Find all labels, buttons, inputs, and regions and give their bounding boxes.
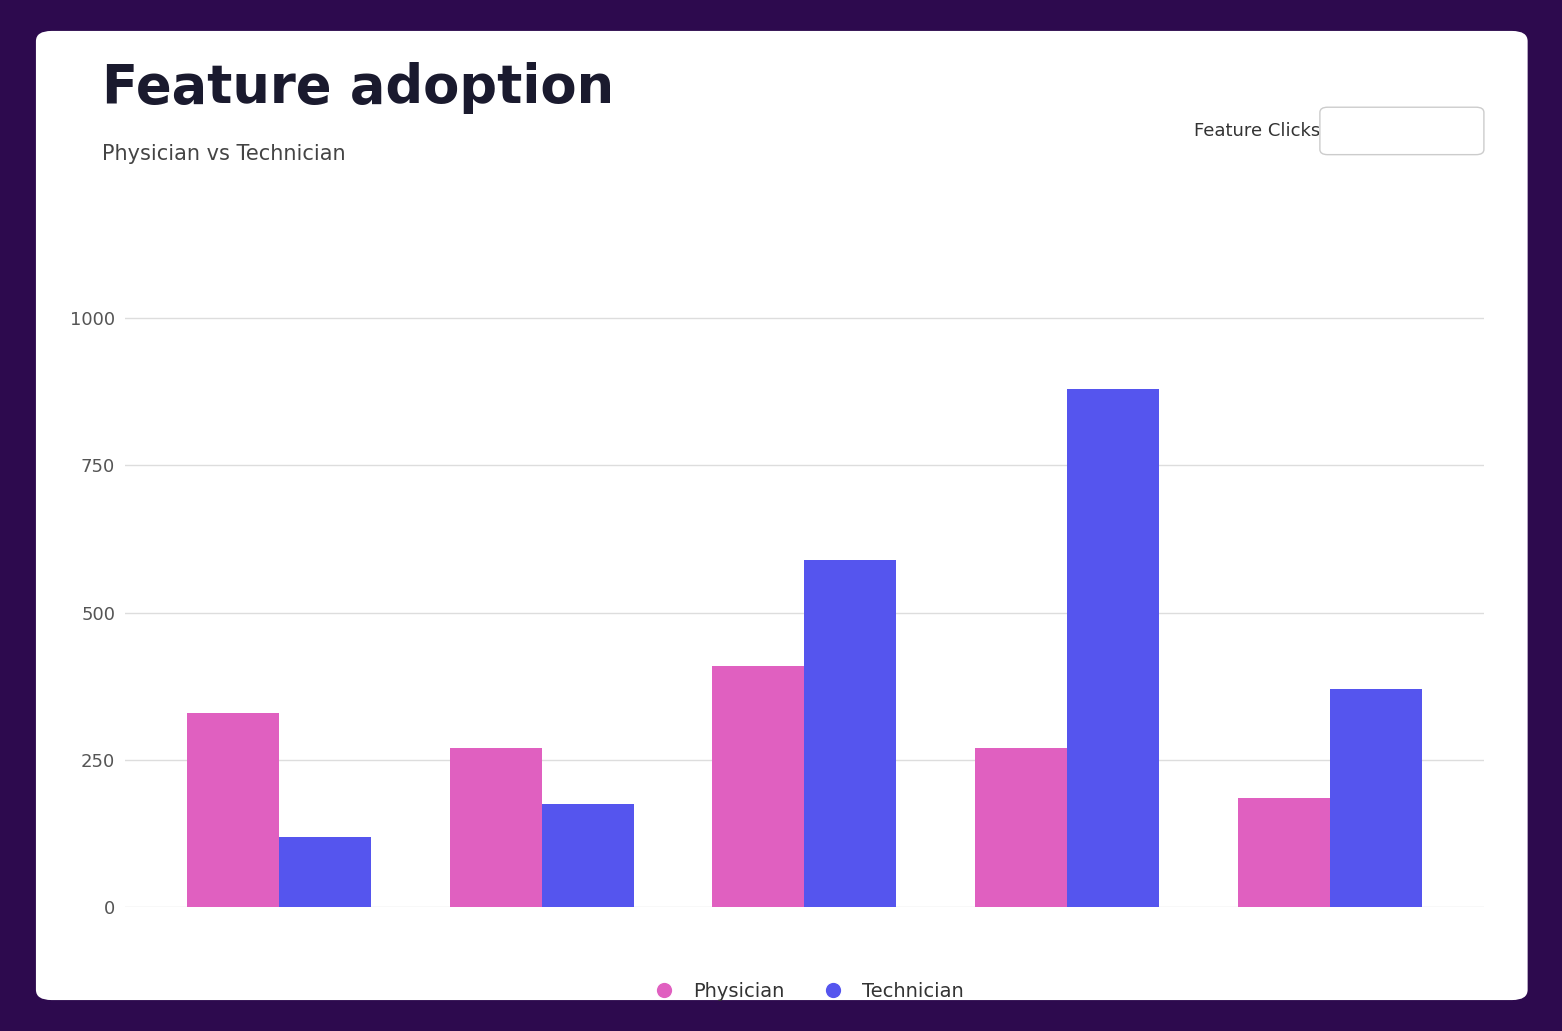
- Bar: [187, 712, 278, 907]
- Bar: [1239, 798, 1331, 907]
- Bar: [1067, 389, 1159, 907]
- Bar: [804, 560, 897, 907]
- Text: Feature Clicks: Feature Clicks: [1193, 122, 1320, 140]
- Bar: [542, 804, 634, 907]
- Legend: Physician, Technician: Physician, Technician: [637, 974, 972, 1009]
- Text: Column 1: Column 1: [1364, 122, 1442, 140]
- Bar: [712, 666, 804, 907]
- Bar: [975, 749, 1067, 907]
- Text: Physician vs Technician: Physician vs Technician: [102, 144, 345, 164]
- Bar: [1331, 690, 1421, 907]
- Bar: [278, 836, 370, 907]
- Text: Feature adoption: Feature adoption: [102, 62, 614, 113]
- Bar: [450, 749, 542, 907]
